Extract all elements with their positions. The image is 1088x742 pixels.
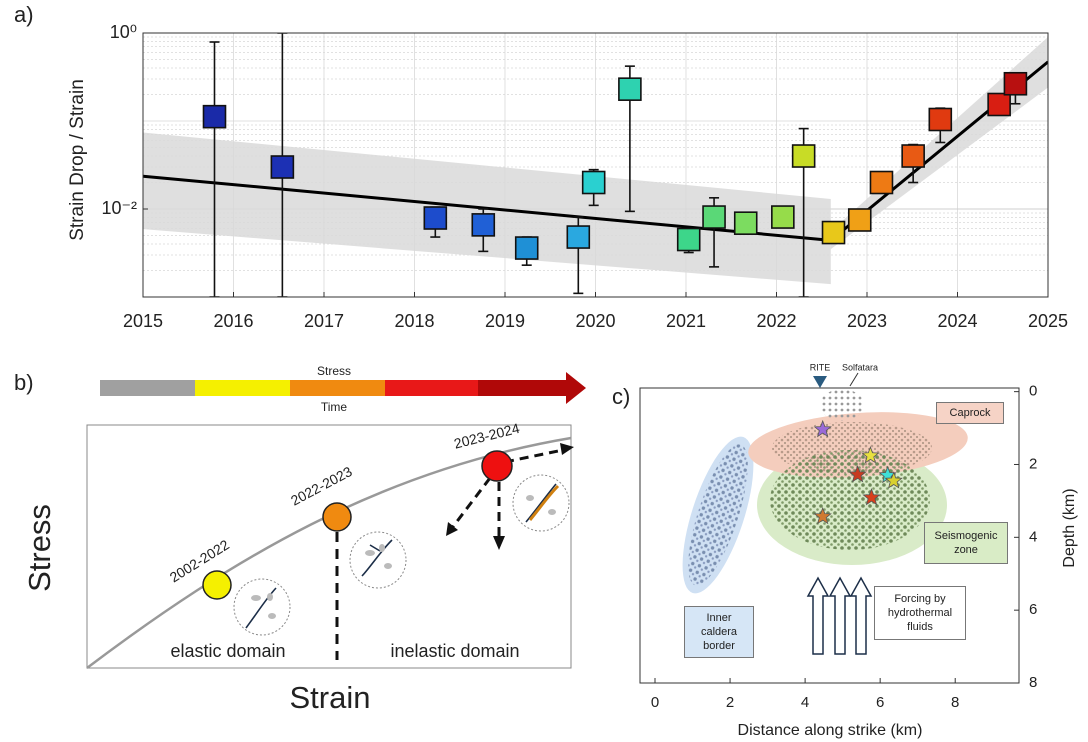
data-point (270, 155, 295, 179)
data-point (901, 144, 925, 168)
bar-segment (385, 380, 478, 396)
leader-line (849, 372, 859, 387)
x-tick-label: 6 (876, 694, 884, 711)
data-point (928, 107, 953, 132)
caldera-seismicity (688, 444, 748, 586)
x-axis-label: Strain (290, 680, 371, 715)
x-tick-label: 2020 (575, 311, 615, 331)
data-point (869, 170, 894, 195)
data-point (862, 487, 881, 506)
data-point (771, 205, 795, 229)
panel-b: b) Stress Time (14, 364, 586, 715)
panel-label: a) (14, 2, 34, 27)
plot-area (813, 419, 903, 525)
state-circle (481, 450, 513, 482)
x-tick-label: 0 (651, 694, 659, 711)
data-point (702, 205, 726, 229)
dashed-arrows (450, 448, 564, 540)
x-tick-label: 2024 (937, 311, 977, 331)
y-tick-label: 10⁰ (110, 22, 137, 42)
x-tick-label: 2017 (304, 311, 344, 331)
y-tick-label: 0 (1029, 383, 1037, 400)
data-point (514, 236, 539, 260)
fluid-arrows (806, 576, 873, 655)
panel-a: 2015 2016 2017 2018 2019 2020 2021 2022 2023 2024… (101, 22, 1068, 331)
annotation-box: Seismogenic zone (924, 522, 1008, 564)
x-tick-label: 2019 (485, 311, 525, 331)
x-tick-label: 2022 (756, 311, 796, 331)
station-marker (813, 376, 827, 388)
y-axis-label: Depth (km) (1061, 488, 1078, 567)
panel-c-shapes: c) RITE Solfatara Distance along strike … (612, 362, 1078, 739)
crack-icons (233, 474, 570, 636)
x-tick-label: 4 (801, 694, 809, 711)
x-tick-label: 2021 (666, 311, 706, 331)
data-point (202, 104, 227, 129)
y-tick-label: 6 (1029, 601, 1037, 618)
data-point (618, 77, 642, 101)
y-tick-label: 10⁻² (101, 198, 137, 218)
x-tick-label: 2023 (847, 311, 887, 331)
data-point (676, 227, 701, 252)
bar-segment (290, 380, 385, 396)
domain-label: elastic domain (170, 641, 285, 661)
crack-fluid (528, 484, 560, 521)
y-axis-label: Stress (22, 504, 57, 592)
seismogenic-seismicity (770, 450, 930, 550)
arrow-heads (446, 443, 574, 550)
y-axis-label: Strain Drop / Strain (67, 79, 88, 241)
data-point (861, 446, 880, 464)
x-tick-label: 2 (726, 694, 734, 711)
bar-arrow (566, 372, 586, 404)
period-label: 2022-2023 (288, 463, 355, 509)
state-circle (322, 502, 352, 532)
bar-label: Time (321, 400, 348, 414)
x-tick-label: 8 (951, 694, 959, 711)
data-point (733, 211, 758, 235)
data-point (566, 225, 591, 249)
annotation-box: Caprock (936, 402, 1004, 424)
annotation-box: Inner caldera border (684, 606, 754, 658)
x-tick-label: 2016 (213, 311, 253, 331)
bar-segment (100, 380, 195, 396)
panel-label: b) (14, 370, 34, 395)
bar-label: Stress (317, 364, 351, 378)
data-point (813, 507, 832, 525)
data-point (884, 471, 903, 489)
x-tick-label: 2025 (1028, 311, 1068, 331)
annotation-box: Forcing by hydrothermal fluids (874, 586, 966, 640)
y-tick-label: 2 (1029, 455, 1037, 472)
panel-c: 0 2 4 6 8 0 2 4 6 8 (651, 383, 1038, 711)
y-tick-label: 8 (1029, 674, 1037, 691)
plot-area (143, 33, 1048, 297)
panel-label: c) (612, 384, 630, 409)
crater-label: Solfatara (842, 362, 878, 372)
x-axis-label: Distance along strike (km) (738, 722, 923, 739)
station-label: RITE (810, 362, 831, 372)
bar-segment (195, 380, 290, 396)
data-point (471, 213, 496, 237)
data-point (581, 170, 606, 195)
data-point (848, 465, 867, 483)
shallow-seismicity (820, 389, 864, 421)
state-circle (202, 570, 232, 600)
data-point (1003, 71, 1028, 96)
data-point (847, 208, 872, 232)
data-point (423, 206, 448, 230)
diagram-frame (86, 424, 572, 669)
data-point (791, 144, 816, 168)
data-point (813, 419, 832, 438)
domain-label: inelastic domain (390, 641, 519, 661)
x-tick-label: 2015 (123, 311, 163, 331)
bar-segment (478, 380, 568, 396)
data-point (987, 92, 1011, 117)
data-point (821, 220, 846, 245)
cracks (245, 483, 557, 629)
grains (251, 495, 556, 619)
x-tick-label: 2018 (394, 311, 434, 331)
y-tick-label: 4 (1029, 528, 1037, 545)
